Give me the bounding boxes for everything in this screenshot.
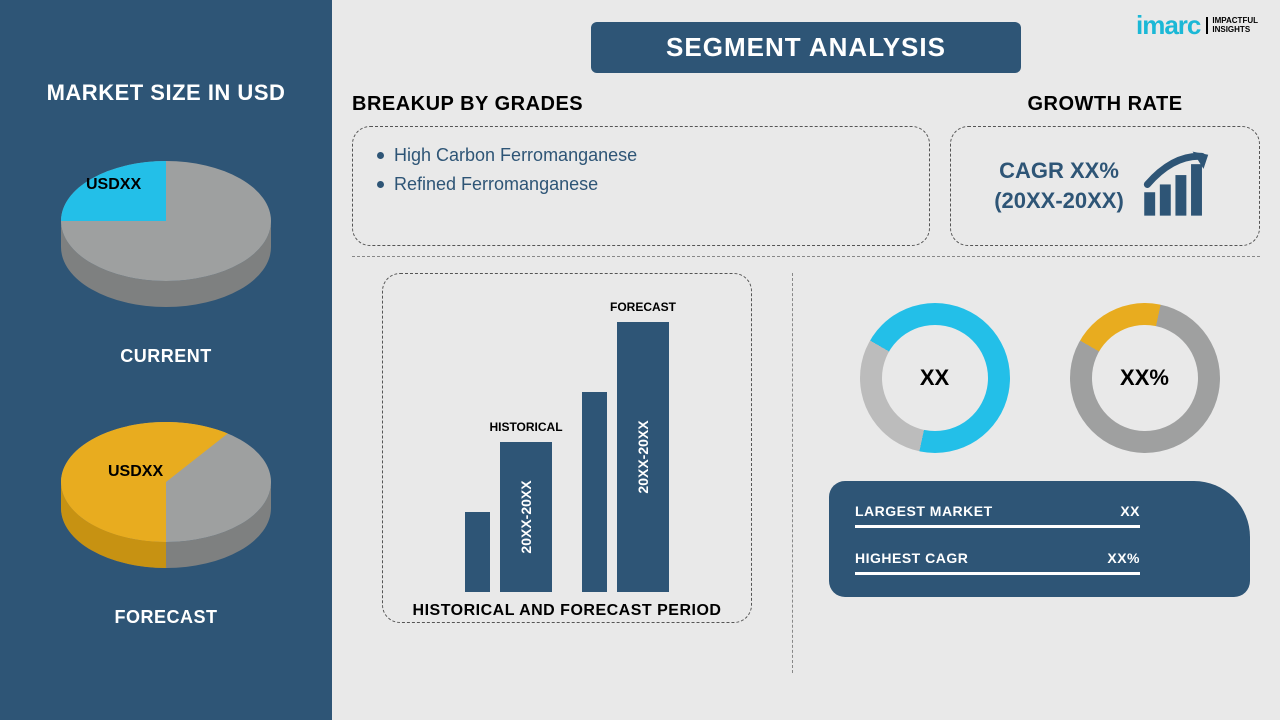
bullet-icon xyxy=(377,181,384,188)
donut-chart: XX% xyxy=(1070,303,1220,453)
pie-charts-holder: USDXX CURRENT USDXX FORECAST xyxy=(36,136,296,658)
historical-caption: HISTORICAL AND FORECAST PERIOD xyxy=(401,602,733,620)
bar-group: HISTORICAL20XX-20XX xyxy=(465,442,552,592)
logo: imarc IMPACTFUL INSIGHTS xyxy=(1136,10,1258,41)
bar-tag: FORECAST xyxy=(610,300,676,314)
bar-tag: HISTORICAL xyxy=(489,420,562,434)
pie-caption: CURRENT xyxy=(36,346,296,367)
bar-group: FORECAST20XX-20XX xyxy=(582,322,669,592)
growth-icon xyxy=(1138,147,1216,225)
grade-item: High Carbon Ferromanganese xyxy=(377,141,907,170)
pie-caption: FORECAST xyxy=(36,607,296,628)
infographic-root: MARKET SIZE IN USD USDXX CURRENT USDXX FORE… xyxy=(0,0,1280,720)
grades-list: High Carbon FerromanganeseRefined Ferrom… xyxy=(375,141,907,199)
bar-period-label: 20XX-20XX xyxy=(635,420,651,493)
grades-title: BREAKUP BY GRADES xyxy=(352,93,930,116)
grade-item-label: Refined Ferromanganese xyxy=(394,170,598,199)
metric-row: HIGHEST CAGR XX% xyxy=(855,550,1140,575)
left-panel-title: MARKET SIZE IN USD xyxy=(47,80,286,106)
logo-subtext: IMPACTFUL INSIGHTS xyxy=(1206,17,1258,35)
grade-item: Refined Ferromanganese xyxy=(377,170,907,199)
growth-column: GROWTH RATE CAGR XX% (20XX-20XX) xyxy=(950,93,1260,246)
metric-label: LARGEST MARKET xyxy=(855,503,993,519)
growth-box: CAGR XX% (20XX-20XX) xyxy=(950,126,1260,246)
right-panel: imarc IMPACTFUL INSIGHTS SEGMENT ANALYSI… xyxy=(332,0,1280,720)
grades-box: High Carbon FerromanganeseRefined Ferrom… xyxy=(352,126,930,246)
bar-period-label: 20XX-20XX xyxy=(518,480,534,553)
bar-small xyxy=(465,512,490,592)
cagr-text: CAGR XX% (20XX-20XX) xyxy=(994,156,1124,215)
pie-value-label: USDXX xyxy=(86,176,141,194)
metric-label: HIGHEST CAGR xyxy=(855,550,968,566)
pie-value-label: USDXX xyxy=(108,463,163,481)
bottom-row: HISTORICAL20XX-20XXFORECAST20XX-20XX HIS… xyxy=(352,273,1260,673)
historical-forecast-column: HISTORICAL20XX-20XXFORECAST20XX-20XX HIS… xyxy=(352,273,782,673)
metrics-panel: LARGEST MARKET XX HIGHEST CAGR XX% xyxy=(829,481,1250,597)
bar-chart-area: HISTORICAL20XX-20XXFORECAST20XX-20XX xyxy=(401,292,733,592)
metric-value: XX% xyxy=(1107,550,1140,566)
donut-center-label: XX xyxy=(860,303,1010,453)
bar-large: FORECAST20XX-20XX xyxy=(617,322,669,592)
metric-underline xyxy=(855,525,1140,528)
logo-text: imarc xyxy=(1136,10,1200,41)
donut-chart: XX xyxy=(860,303,1010,453)
donut-row: XX XX% xyxy=(829,303,1250,453)
horizontal-divider xyxy=(352,256,1260,257)
bar-large: HISTORICAL20XX-20XX xyxy=(500,442,552,592)
bottom-right-column: XX XX% LARGEST MARKET XX HIGHEST CAGR XX% xyxy=(803,273,1260,673)
metric-row: LARGEST MARKET XX xyxy=(855,503,1140,528)
grades-column: BREAKUP BY GRADES High Carbon Ferromanga… xyxy=(352,93,930,246)
top-section-row: BREAKUP BY GRADES High Carbon Ferromanga… xyxy=(352,93,1260,246)
vertical-divider xyxy=(792,273,793,673)
donut-center-label: XX% xyxy=(1070,303,1220,453)
historical-forecast-box: HISTORICAL20XX-20XXFORECAST20XX-20XX HIS… xyxy=(382,273,752,623)
bullet-icon xyxy=(377,152,384,159)
pie-chart: USDXX xyxy=(36,136,296,336)
pie-chart: USDXX xyxy=(36,397,296,597)
metric-underline xyxy=(855,572,1140,575)
bar-small xyxy=(582,392,607,592)
grade-item-label: High Carbon Ferromanganese xyxy=(394,141,637,170)
growth-title: GROWTH RATE xyxy=(1027,93,1182,116)
title-banner: SEGMENT ANALYSIS xyxy=(591,22,1021,73)
metric-value: XX xyxy=(1120,503,1140,519)
left-panel: MARKET SIZE IN USD USDXX CURRENT USDXX FORE… xyxy=(0,0,332,720)
